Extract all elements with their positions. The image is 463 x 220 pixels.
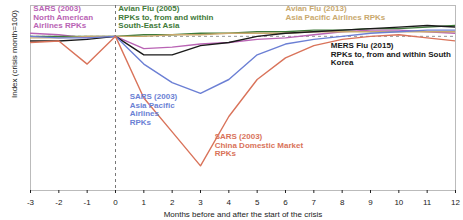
svg-text:6: 6 [283,198,288,207]
svg-text:-1: -1 [84,198,92,207]
svg-text:Months before and after the st: Months before and after the start of the… [164,210,323,219]
svg-text:SARS (2003)North AmericanAirli: SARS (2003)North AmericanAirlines RPKs [33,4,93,30]
svg-text:11: 11 [423,198,432,207]
svg-text:8: 8 [340,198,345,207]
svg-text:10: 10 [394,198,403,207]
svg-text:3: 3 [198,198,203,207]
svg-text:7: 7 [312,198,317,207]
svg-text:-3: -3 [27,198,35,207]
svg-text:SARS (2003)Asia PacificAirline: SARS (2003)Asia PacificAirlinesRPKs [130,92,178,126]
svg-text:-2: -2 [55,198,63,207]
svg-text:Avian Flu (2013)Asia Pacific A: Avian Flu (2013)Asia Pacific Airlines RP… [286,4,386,21]
svg-text:Avian Flu (2005)RPKs to, from: Avian Flu (2005)RPKs to, from and within… [118,4,213,30]
svg-text:4: 4 [227,198,232,207]
svg-text:SARS (2003)China Domestic Mark: SARS (2003)China Domestic MarketRPKs [215,132,304,158]
svg-text:0: 0 [113,198,118,207]
svg-text:MERS Flu (2015)RPKs to, from a: MERS Flu (2015)RPKs to, from and within … [331,41,451,67]
svg-text:9: 9 [368,198,373,207]
svg-text:12: 12 [451,198,460,207]
svg-text:Index (crisis month=100): Index (crisis month=100) [10,10,19,98]
svg-text:1: 1 [142,198,147,207]
svg-text:2: 2 [170,198,175,207]
svg-text:5: 5 [255,198,260,207]
